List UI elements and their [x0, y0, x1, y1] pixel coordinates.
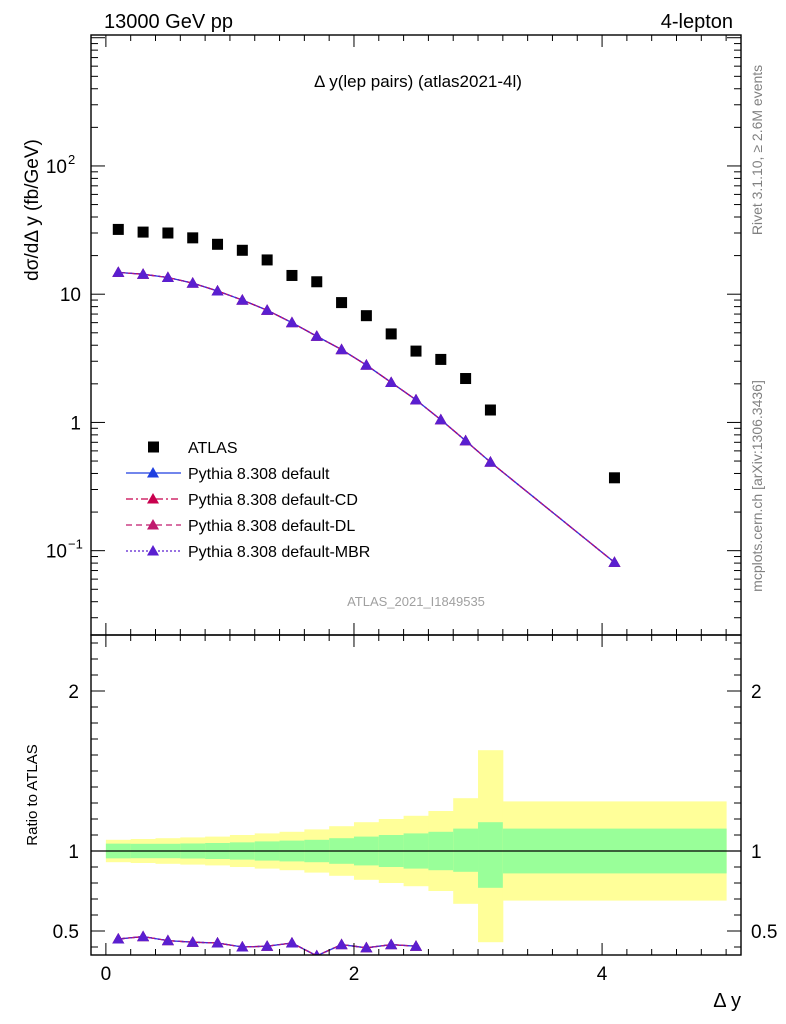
ratio-series-layer [112, 930, 422, 955]
atlas-data-point [360, 310, 372, 322]
ratio-pythia-8-308-default-mbr-marker [112, 933, 125, 944]
ratio-pythia-8-308-default-mbr-marker [360, 941, 373, 953]
legend-pythia-8-308-default-cd-label: Pythia 8.308 default-CD [188, 492, 358, 509]
ratio-pythia-8-308-default-mbr-marker [161, 934, 174, 946]
ratio-pythia-8-308-default-mbr-marker [236, 941, 249, 952]
pythia-8-308-default-mbr-marker [112, 266, 125, 277]
legend-pythia-8-308-default-cd-marker [147, 493, 159, 504]
pythia-8-308-default-mbr-marker [137, 268, 150, 279]
atlas-data-point [435, 353, 447, 365]
atlas-data-point [137, 226, 149, 238]
mcplots-reference-label: mcplots.cern.ch [arXiv:1306.3436] [749, 380, 765, 592]
pythia-8-308-default-mbr-marker [335, 343, 348, 355]
main-y-tick-label-exponent: 2 [68, 152, 75, 167]
main-y-tick-label-base: 10 [46, 542, 67, 563]
pythia-8-308-default-mbr-marker [459, 434, 472, 446]
inner-band-bin [478, 822, 504, 888]
ratio-y-axis-label: Ratio to ATLAS [24, 744, 41, 845]
atlas-data-point [336, 297, 348, 309]
ratio-y-tick-label-left: 2 [68, 682, 79, 703]
atlas-data-point [236, 244, 248, 256]
legend-pythia-8-308-default-label: Pythia 8.308 default [188, 466, 330, 483]
pythia-8-308-default-mbr-marker [161, 271, 174, 282]
legend-pythia-8-308-default-mbr-label: Pythia 8.308 default-MBR [188, 544, 370, 561]
ratio-y-tick-label-right: 2 [751, 682, 762, 703]
pythia-8-308-default-mbr-marker [484, 456, 497, 467]
atlas-data-point [212, 238, 224, 250]
legend-atlas-marker [148, 441, 159, 453]
atlas-data-point [410, 345, 422, 357]
rivet-version-label: Rivet 3.1.10, ≥ 2.6M events [749, 65, 765, 235]
ratio-pythia-8-308-default-mbr-marker [186, 936, 199, 947]
main-y-tick-label-base: 10 [46, 157, 67, 178]
analysis-watermark: ATLAS_2021_I1849535 [347, 594, 485, 609]
pythia-8-308-default-mbr-marker [410, 393, 422, 405]
ratio-plot-frame [90, 634, 742, 956]
ratio-x-tick-label: 2 [349, 964, 360, 985]
atlas-data-point [311, 276, 323, 288]
pythia-8-308-default-mbr-marker [434, 413, 447, 425]
pythia-8-308-default-mbr-marker [186, 277, 199, 288]
ratio-pythia-8-308-default-mbr-marker [211, 937, 224, 948]
ratio-x-tick-label: 4 [597, 964, 608, 985]
main-y-tick-label: 10 [60, 285, 81, 306]
pythia-8-308-default-mbr-marker [360, 359, 373, 370]
ratio-axis-ticks: 0 2 4 0.5 0.5 1 1 2 2 [53, 635, 777, 985]
atlas-data-point [112, 223, 124, 235]
inner-band-bin [453, 828, 479, 872]
atlas-data-point [261, 254, 273, 266]
ratio-uncertainty-bands [105, 750, 727, 943]
pythia-8-308-default-mbr-marker [385, 376, 398, 387]
legend-pythia-8-308-default-mbr-marker [147, 545, 159, 556]
atlas-data-point [608, 472, 620, 484]
header-energy-label: 13000 GeV pp [104, 11, 233, 33]
atlas-data-point [484, 404, 496, 416]
ratio-pythia-8-308-default-mbr-marker [385, 938, 398, 950]
legend-atlas-label: ATLAS [188, 440, 238, 457]
pythia-8-308-default-mbr-marker [285, 316, 298, 328]
main-y-tick-label: 1 [70, 413, 81, 434]
ratio-y-tick-label-right: 0.5 [751, 922, 777, 943]
x-axis-label: Δ y [713, 990, 741, 1012]
legend-pythia-8-308-default-dl-label: Pythia 8.308 default-DL [188, 518, 355, 535]
ratio-y-tick-label-left: 1 [68, 842, 79, 863]
ratio-pythia-8-308-default-mbr-marker [261, 940, 274, 951]
legend: ATLAS Pythia 8.308 default Pythia 8.308 de… [126, 440, 370, 561]
main-y-tick-label-exponent: −1 [68, 537, 83, 552]
ratio-y-tick-label-right: 1 [751, 842, 762, 863]
ratio-pythia-8-308-default-mbr-marker [410, 940, 422, 951]
ratio-y-tick-label-left: 0.5 [53, 922, 79, 943]
atlas-data-point [286, 269, 298, 281]
ratio-pythia-8-308-default-mbr-marker [313, 949, 320, 955]
pythia-8-308-default-mbr-marker [211, 284, 224, 296]
main-y-axis-label: dσ/dΔ y (fb/GeV) [22, 139, 43, 281]
main-series-layer [112, 223, 621, 567]
pythia-8-308-default-mbr-marker [310, 330, 323, 341]
atlas-data-point [385, 328, 397, 340]
atlas-data-point [187, 232, 199, 244]
header-process-label: 4-lepton [661, 11, 733, 33]
ratio-pythia-8-308-default-mbr-marker [335, 938, 348, 950]
ratio-pythia-8-308-default-mbr-marker [137, 930, 150, 942]
plot-title: Δ y(lep pairs) (atlas2021-4l) [314, 72, 522, 91]
ratio-x-tick-label: 0 [101, 964, 112, 985]
pythia-8-308-default-mbr-marker [608, 556, 621, 567]
pythia-8-308-default-mbr-marker [261, 304, 274, 315]
legend-pythia-8-308-default-dl-marker [147, 519, 159, 530]
ratio-pythia-8-308-default-mbr-marker [285, 937, 298, 948]
atlas-data-point [162, 227, 174, 239]
pythia-8-308-default-mbr-marker [236, 294, 249, 305]
legend-pythia-8-308-default-marker [147, 467, 159, 478]
atlas-data-point [460, 373, 472, 385]
